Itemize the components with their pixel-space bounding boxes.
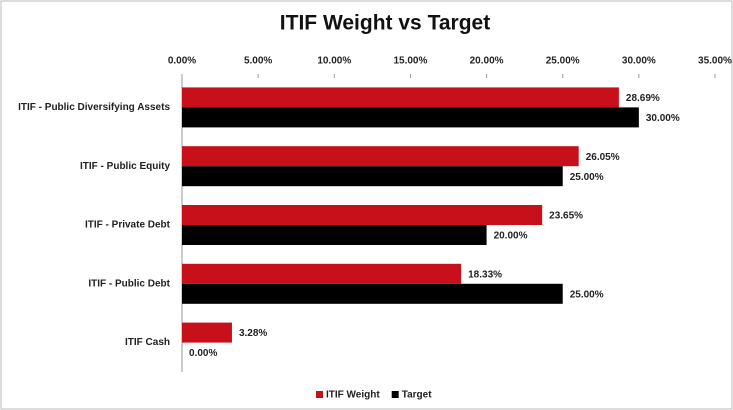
bar — [182, 146, 579, 167]
data-label: 26.05% — [586, 152, 620, 163]
x-tick-label: 10.00% — [317, 56, 351, 67]
bar — [182, 87, 619, 108]
data-label: 30.00% — [646, 113, 680, 124]
data-label: 25.00% — [570, 289, 604, 300]
y-tick-label: ITIF - Public Debt — [88, 278, 170, 289]
bar — [182, 322, 232, 343]
data-label: 20.00% — [494, 231, 528, 242]
data-label: 3.28% — [239, 328, 267, 339]
y-tick-label: ITIF - Public Equity — [80, 161, 170, 172]
bar — [182, 205, 543, 225]
data-label: 28.69% — [626, 93, 660, 104]
y-tick-label: ITIF - Private Debt — [85, 220, 171, 231]
x-tick-label: 25.00% — [546, 56, 580, 67]
x-tick-label: 0.00% — [168, 56, 196, 67]
legend-swatch — [391, 391, 399, 398]
bar — [182, 263, 462, 284]
y-tick-label: ITIF Cash — [125, 337, 170, 348]
bar — [182, 166, 563, 187]
x-tick-label: 15.00% — [393, 56, 427, 67]
bar — [182, 283, 563, 304]
chart-title: ITIF Weight vs Target — [280, 12, 490, 35]
data-label: 18.33% — [468, 269, 502, 280]
x-tick-label: 30.00% — [622, 56, 656, 67]
legend-swatch — [316, 391, 323, 398]
data-label: 25.00% — [570, 172, 604, 183]
legend-label: ITIF Weight — [326, 390, 380, 401]
x-tick-label: 35.00% — [698, 56, 732, 67]
data-label: 0.00% — [189, 348, 217, 359]
x-tick-label: 20.00% — [470, 56, 504, 67]
bar — [182, 225, 487, 245]
bar — [182, 107, 639, 128]
legend-label: Target — [402, 390, 432, 401]
data-label: 23.65% — [549, 211, 583, 222]
y-tick-label: ITIF - Public Diversifying Assets — [18, 102, 170, 113]
x-tick-label: 5.00% — [244, 56, 272, 67]
